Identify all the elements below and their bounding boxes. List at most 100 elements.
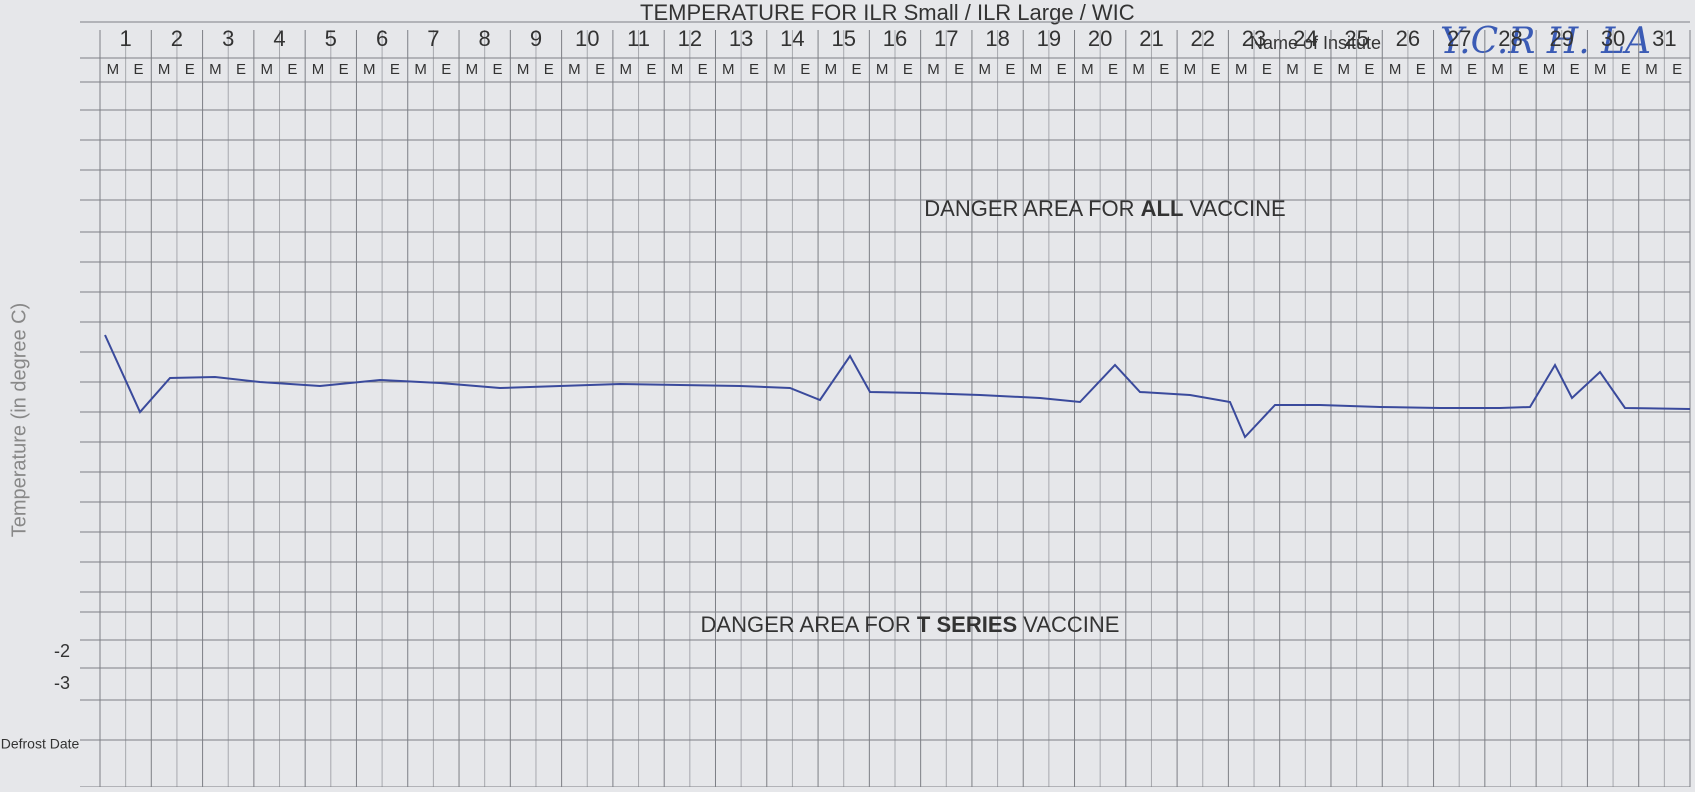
row-label: -2 [54,641,70,661]
shift-label: M [1543,61,1556,78]
shift-label: M [1491,61,1504,78]
shift-label: M [517,61,530,78]
shift-label: E [646,61,656,78]
shift-label: E [1057,61,1067,78]
day-number: 5 [325,26,337,51]
shift-label: M [979,61,992,78]
day-number: 26 [1396,26,1420,51]
sheet-title: TEMPERATURE FOR ILR Small / ILR Large / … [640,0,1135,25]
shift-label: M [1132,61,1145,78]
shift-label: M [107,61,120,78]
day-number: 12 [678,26,702,51]
day-number: 6 [376,26,388,51]
shift-label: E [1108,61,1118,78]
shift-label: M [825,61,838,78]
shift-label: M [209,61,222,78]
shift-label: M [466,61,479,78]
day-number: 15 [831,26,855,51]
shift-label: E [1159,61,1169,78]
shift-label: M [1184,61,1197,78]
shift-label: E [1262,61,1272,78]
shift-label: E [1005,61,1015,78]
day-number: 14 [780,26,804,51]
shift-label: M [1030,61,1043,78]
shift-label: E [954,61,964,78]
zone-emphasis: ALL [1141,196,1184,221]
shift-label: E [185,61,195,78]
shift-label: M [158,61,171,78]
day-number: 22 [1190,26,1214,51]
shift-label: E [390,61,400,78]
shift-label: M [1081,61,1094,78]
shift-label: E [903,61,913,78]
shift-label: M [1389,61,1402,78]
shift-label: E [800,61,810,78]
day-number: 31 [1652,26,1676,51]
day-number: 18 [985,26,1009,51]
grid [80,22,1690,787]
shift-label: M [1594,61,1607,78]
shift-label: M [773,61,786,78]
shift-label: E [339,61,349,78]
day-number: 25 [1344,26,1368,51]
day-number: 21 [1139,26,1163,51]
shift-label: E [1672,61,1682,78]
y-axis-label: Temperature (in degree C) [8,303,30,538]
handwritten-temperature-line [105,335,1690,437]
shift-label: E [492,61,502,78]
shift-label: M [1645,61,1658,78]
day-number: 11 [627,26,650,51]
shift-label: E [1570,61,1580,78]
shift-label: M [722,61,735,78]
shift-label: E [1518,61,1528,78]
shift-label: E [287,61,297,78]
zone-suffix: VACCINE [1183,196,1285,221]
row-label: -3 [54,673,70,693]
shift-label: E [133,61,143,78]
shift-label: M [1440,61,1453,78]
shift-label: E [595,61,605,78]
day-number: 28 [1498,26,1522,51]
shift-label: E [236,61,246,78]
defrost-label: Defrost Date [1,736,80,752]
shift-label: E [1621,61,1631,78]
day-number: 16 [883,26,907,51]
day-number: 24 [1293,26,1317,51]
zone-emphasis: T SERIES [917,612,1017,637]
shift-label: M [414,61,427,78]
shift-label: E [1313,61,1323,78]
shift-label: M [363,61,376,78]
zone-label: DANGER AREA FOR ALL VACCINE [924,196,1285,221]
zone-suffix: VACCINE [1017,612,1119,637]
shift-label: M [260,61,273,78]
shift-label: E [749,61,759,78]
day-number: 13 [729,26,753,51]
shift-label: M [619,61,632,78]
shift-label: M [876,61,889,78]
zone-prefix: DANGER AREA FOR [924,196,1140,221]
shift-label: E [1364,61,1374,78]
temperature-log-sheet: TEMPERATURE FOR ILR Small / ILR Large / … [0,0,1695,787]
zone-label: DANGER AREA FOR T SERIES VACCINE [701,612,1120,637]
day-number: 2 [171,26,183,51]
day-number: 7 [427,26,439,51]
day-number: 30 [1601,26,1625,51]
shift-label: M [1338,61,1351,78]
day-number: 29 [1550,26,1574,51]
day-number: 20 [1088,26,1112,51]
day-number: 8 [479,26,491,51]
shift-label: E [441,61,451,78]
shift-label: E [1467,61,1477,78]
shift-label: E [852,61,862,78]
shift-label: E [698,61,708,78]
day-number: 4 [273,26,285,51]
shift-label: M [312,61,325,78]
day-number: 3 [222,26,234,51]
day-number: 27 [1447,26,1471,51]
shift-label: E [544,61,554,78]
shift-label: M [927,61,940,78]
day-number: 10 [575,26,599,51]
shift-label: M [568,61,581,78]
day-number: 9 [530,26,542,51]
shift-label: M [1235,61,1248,78]
